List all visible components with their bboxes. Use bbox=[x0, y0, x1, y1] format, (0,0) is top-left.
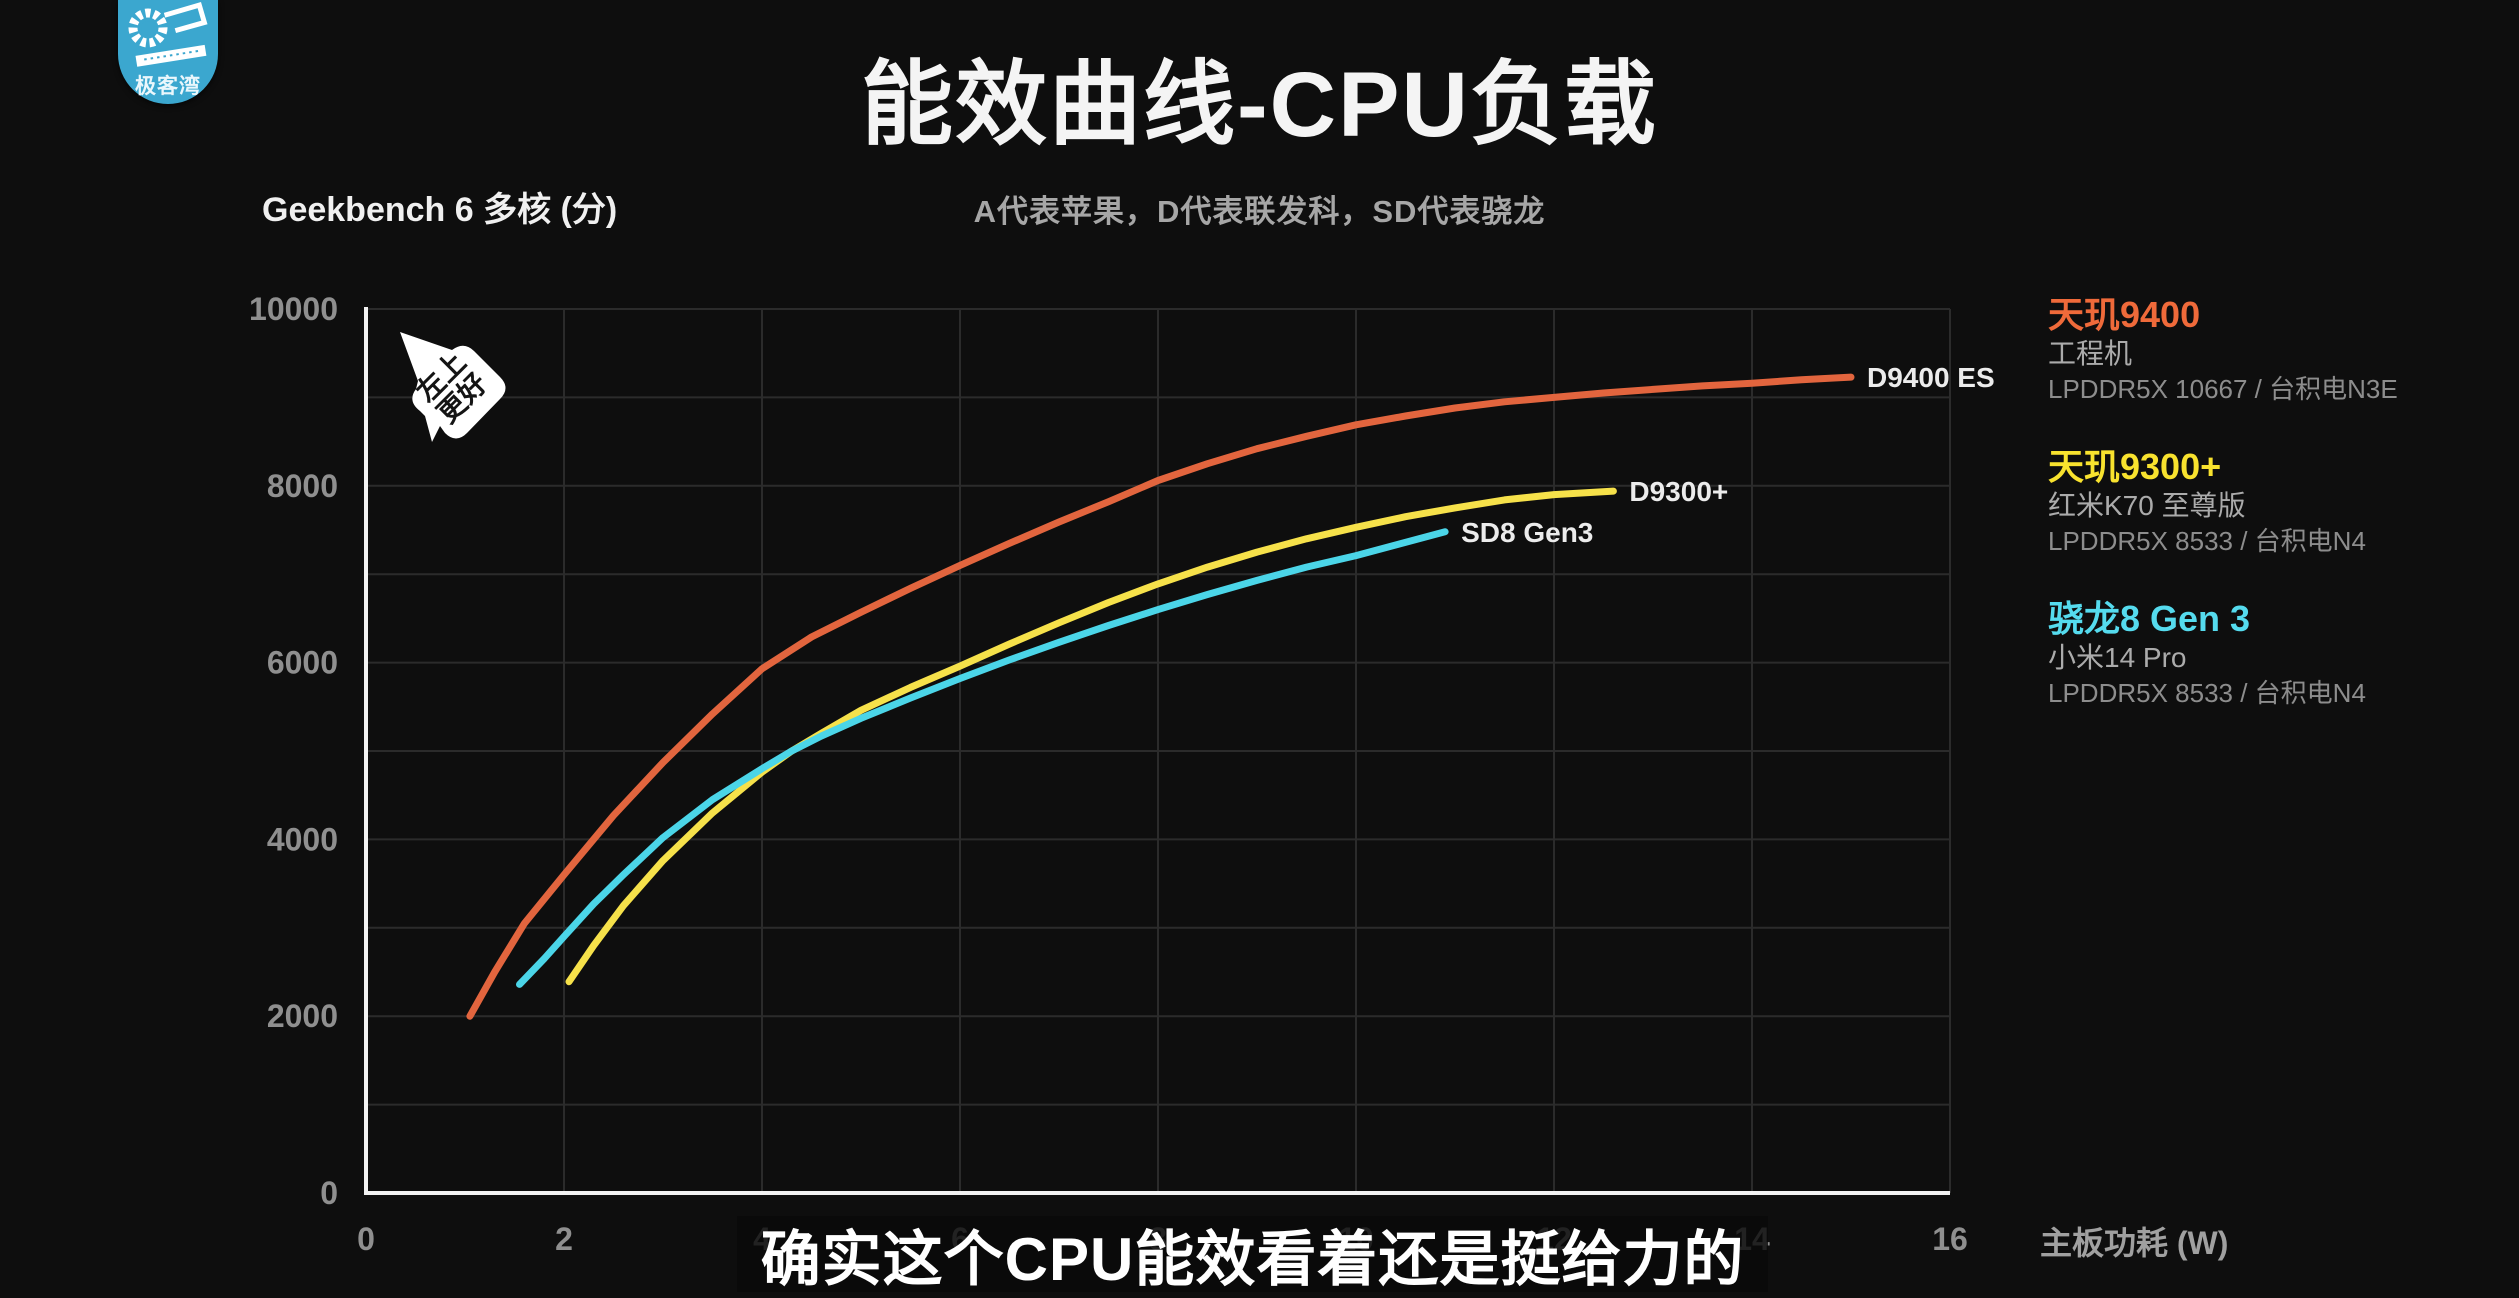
channel-logo: 极客湾 bbox=[118, 0, 218, 104]
y-tick-label: 0 bbox=[320, 1175, 338, 1211]
legend-spec: LPDDR5X 8533 / 台积电N4 bbox=[2048, 678, 2366, 708]
legend-item: 骁龙8 Gen 3 小米14 Pro LPDDR5X 8533 / 台积电N4 bbox=[2048, 598, 2398, 710]
page-title: 能效曲线-CPU负载 bbox=[861, 54, 1658, 156]
series-end-label: SD8 Gen3 bbox=[1461, 517, 1593, 548]
logo-gear-ruler-icon bbox=[128, 1, 208, 67]
series-curve bbox=[516, 528, 1449, 988]
y-tick-label: 4000 bbox=[267, 821, 338, 857]
x-tick-label: 2 bbox=[555, 1221, 573, 1257]
legend-device-name: 小米14 Pro bbox=[2048, 642, 2187, 673]
series-end-label: D9400 ES bbox=[1867, 362, 1995, 393]
video-caption-text: 确实这个CPU能效看着还是挺给力的 bbox=[760, 1225, 1745, 1293]
logo-text: 极客湾 bbox=[135, 75, 201, 98]
legend-chip-name: 骁龙8 Gen 3 bbox=[2048, 598, 2251, 639]
legend-device-name: 工程机 bbox=[2048, 338, 2133, 369]
y-axis-title: Geekbench 6 多核 (分) bbox=[262, 191, 618, 229]
series-curve bbox=[565, 487, 1617, 986]
top-left-better-badge: 左上 更好 bbox=[400, 332, 506, 442]
x-axis-title: 主板功耗 (W) bbox=[2040, 1225, 2229, 1261]
y-tick-label: 10000 bbox=[249, 291, 338, 327]
x-tick-label: 16 bbox=[1932, 1221, 1968, 1257]
legend-device-name: 红米K70 至尊版 bbox=[2048, 490, 2246, 521]
legend: 天玑9400 工程机 LPDDR5X 10667 / 台积电N3E 天玑9300… bbox=[2048, 294, 2398, 710]
series-curve bbox=[466, 373, 1855, 1020]
y-tick-label: 8000 bbox=[267, 468, 338, 504]
series-end-label: D9300+ bbox=[1629, 476, 1728, 507]
legend-spec: LPDDR5X 10667 / 台积电N3E bbox=[2048, 374, 2398, 404]
y-tick-label: 2000 bbox=[267, 998, 338, 1034]
legend-chip-name: 天玑9400 bbox=[2048, 294, 2201, 335]
legend-item: 天玑9400 工程机 LPDDR5X 10667 / 台积电N3E bbox=[2048, 294, 2398, 406]
y-tick-label: 6000 bbox=[267, 645, 338, 681]
video-caption-bar: 确实这个CPU能效看着还是挺给力的 bbox=[737, 1216, 1768, 1293]
page-subtitle: A代表苹果，D代表联发科，SD代表骁龙 bbox=[973, 194, 1546, 229]
legend-chip-name: 天玑9300+ bbox=[2048, 446, 2222, 487]
legend-spec: LPDDR5X 8533 / 台积电N4 bbox=[2048, 526, 2366, 556]
legend-item: 天玑9300+ 红米K70 至尊版 LPDDR5X 8533 / 台积电N4 bbox=[2048, 446, 2398, 558]
x-tick-label: 0 bbox=[357, 1221, 375, 1257]
